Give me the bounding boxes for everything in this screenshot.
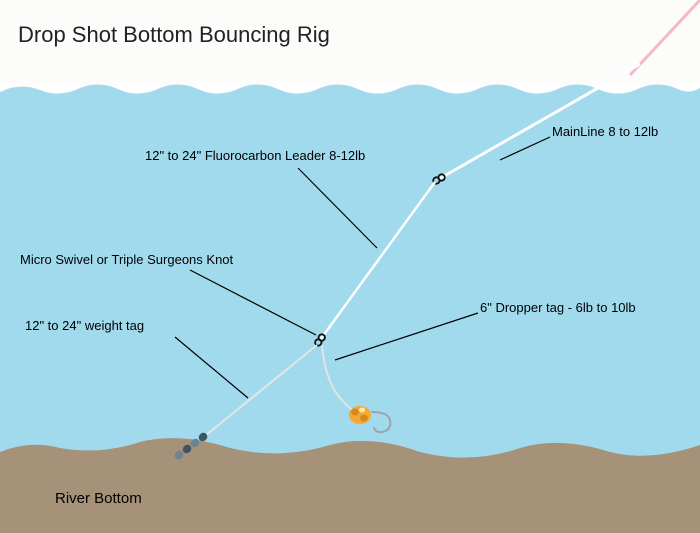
label-leader: 12" to 24" Fluorocarbon Leader 8-12lb: [145, 148, 365, 163]
label-swivel: Micro Swivel or Triple Surgeons Knot: [20, 252, 233, 267]
label-weight-tag: 12" to 24" weight tag: [25, 318, 144, 333]
bait-icon: [349, 406, 371, 424]
drop-shot-rig-diagram: Drop Shot Bottom Bouncing Rig 12" to 24"…: [0, 0, 700, 533]
label-dropper: 6" Dropper tag - 6lb to 10lb: [480, 300, 636, 315]
label-mainline: MainLine 8 to 12lb: [552, 124, 658, 139]
label-river-bottom: River Bottom: [55, 490, 142, 507]
diagram-title: Drop Shot Bottom Bouncing Rig: [18, 22, 330, 48]
river-bottom-region: [0, 438, 700, 533]
